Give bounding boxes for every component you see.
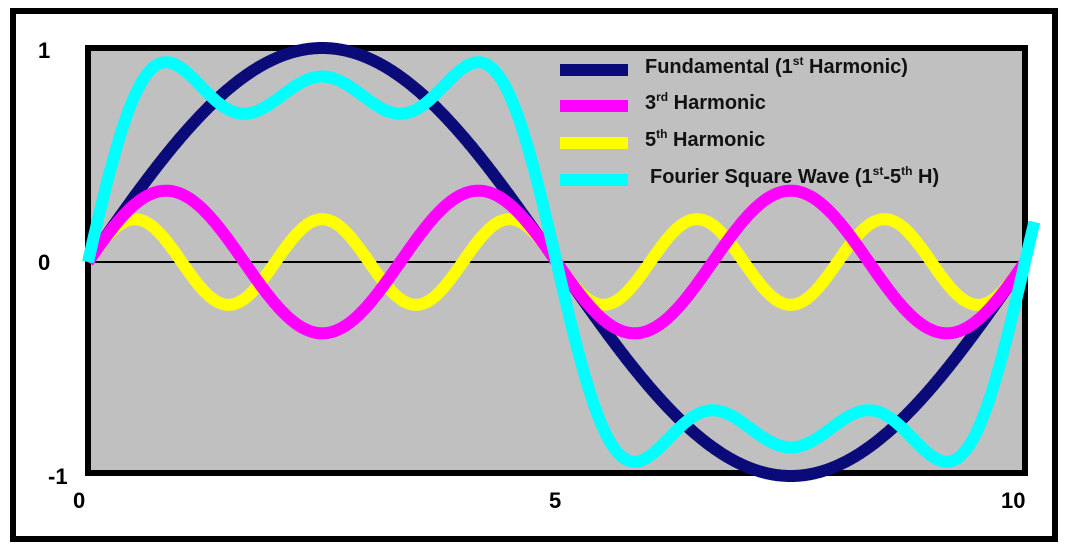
legend-label-fifth: 5th Harmonic <box>645 127 766 151</box>
y-tick-label: -1 <box>48 464 68 489</box>
legend-swatch-third <box>560 100 628 112</box>
x-tick-label: 5 <box>549 488 561 513</box>
x-tick-label: 0 <box>73 488 85 513</box>
legend-label-third: 3rd Harmonic <box>645 90 766 114</box>
series-line-square <box>82 56 1041 468</box>
y-tick-label: 0 <box>38 250 50 275</box>
legend-label-square: Fourier Square Wave (1st-5th H) <box>650 164 940 188</box>
legend-swatch-fifth <box>560 137 628 149</box>
legend-label-fundamental: Fundamental (1st Harmonic) <box>645 54 908 78</box>
y-tick-label: 1 <box>38 38 50 63</box>
legend-swatch-square <box>560 174 628 186</box>
x-tick-label: 10 <box>1001 488 1025 513</box>
legend-swatch-fundamental <box>560 64 628 76</box>
